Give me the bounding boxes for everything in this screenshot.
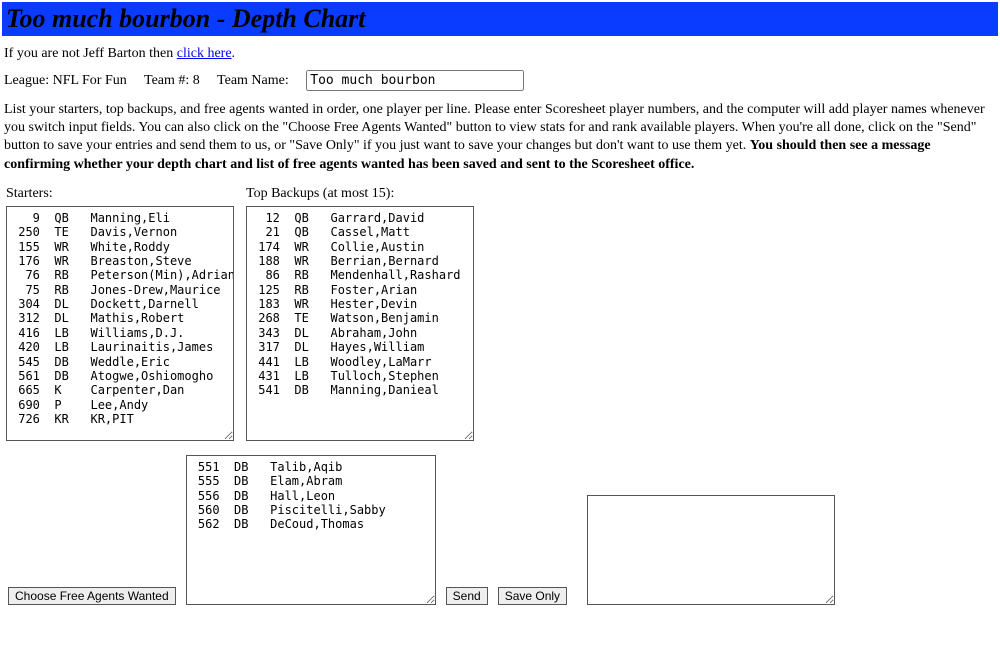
title-bar: Too much bourbon - Depth Chart (2, 2, 998, 36)
columns: Starters: Top Backups (at most 15): (6, 186, 998, 441)
click-here-link[interactable]: click here (177, 46, 232, 61)
auth-suffix: . (232, 46, 236, 61)
team-name-label: Team Name: (217, 73, 292, 88)
bottom-row: Choose Free Agents Wanted Send Save Only (8, 455, 998, 605)
free-agents-textarea[interactable] (186, 455, 436, 605)
extra-textarea[interactable] (587, 495, 835, 605)
league-row: League: NFL For Fun Team #: 8 Team Name: (4, 70, 996, 91)
starters-textarea[interactable] (6, 206, 234, 441)
send-button[interactable]: Send (446, 587, 488, 605)
save-only-button[interactable]: Save Only (498, 587, 567, 605)
page-title: Too much bourbon - Depth Chart (6, 4, 994, 34)
team-name-input[interactable] (306, 70, 524, 91)
starters-label: Starters: (6, 186, 234, 202)
auth-prefix: If you are not Jeff Barton then (4, 46, 177, 61)
backups-label: Top Backups (at most 15): (246, 186, 474, 202)
backups-column: Top Backups (at most 15): (246, 186, 474, 441)
choose-free-agents-button[interactable]: Choose Free Agents Wanted (8, 587, 176, 605)
league-label: League: NFL For Fun (4, 73, 127, 88)
backups-textarea[interactable] (246, 206, 474, 441)
instructions: List your starters, top backups, and fre… (4, 101, 996, 174)
team-number-label: Team #: 8 (144, 73, 200, 88)
starters-column: Starters: (6, 186, 234, 441)
auth-line: If you are not Jeff Barton then click he… (4, 46, 996, 62)
